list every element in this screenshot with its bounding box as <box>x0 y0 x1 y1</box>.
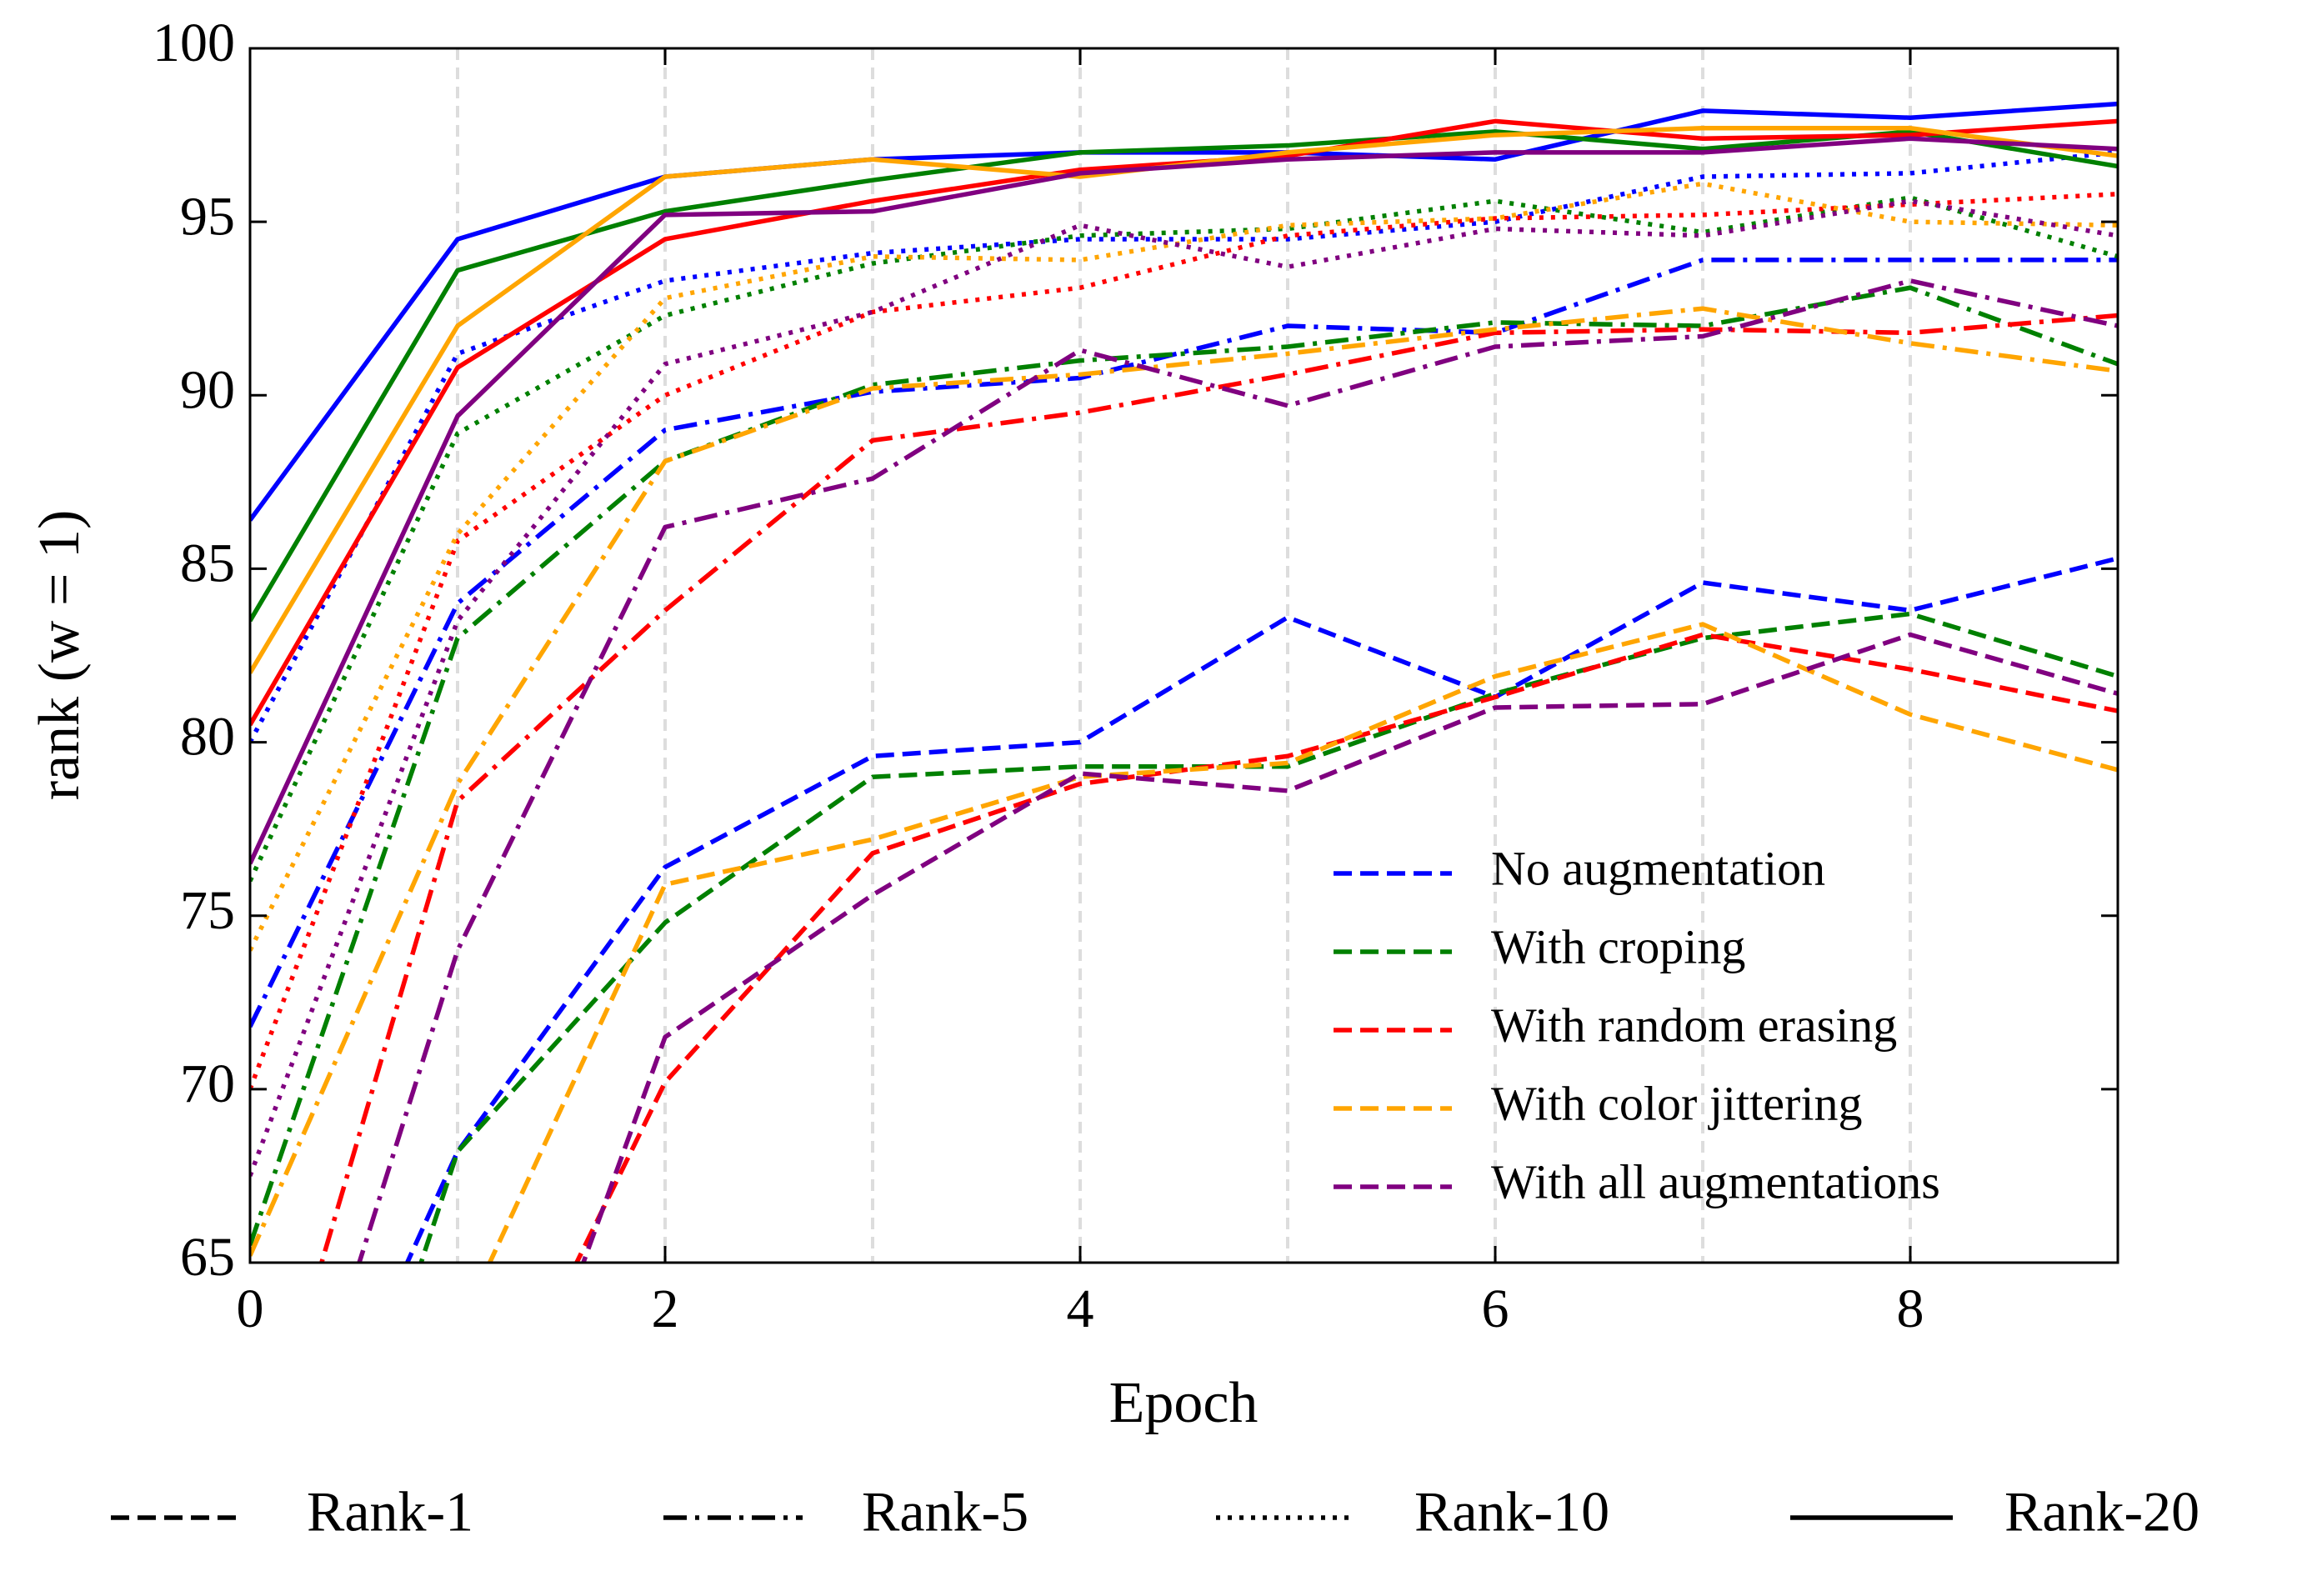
y-tick-label: 100 <box>153 13 235 73</box>
legend-label: Rank-10 <box>1414 1480 1609 1543</box>
legend: No augmentation With croping With random e… <box>1334 841 1940 1208</box>
y-tick-label: 80 <box>180 707 235 768</box>
legend-label: With color jittering <box>1491 1076 1862 1130</box>
series-line <box>250 258 2118 1028</box>
series-line <box>250 125 2118 674</box>
legend-label: Rank-5 <box>862 1480 1028 1543</box>
series-line <box>487 622 2118 1263</box>
grid <box>456 48 1912 1263</box>
series-line <box>250 285 2118 1247</box>
legend-label: With random erasing <box>1491 998 1897 1052</box>
x-tick-label: 0 <box>237 1278 264 1339</box>
series-line <box>250 192 2118 1090</box>
x-tick-label: 6 <box>1482 1278 1509 1339</box>
series-line <box>250 181 2118 952</box>
legend-label: With croping <box>1491 919 1745 973</box>
y-tick-label: 75 <box>180 880 235 941</box>
y-axis-label: rank (w = 1) <box>28 510 92 801</box>
x-tick-label: 8 <box>1897 1278 1924 1339</box>
series-line <box>357 278 2118 1263</box>
y-tick-label: 90 <box>180 359 235 420</box>
series-line <box>250 136 2118 865</box>
legend-label: Rank-1 <box>307 1480 473 1543</box>
legend-label: No augmentation <box>1491 841 1825 895</box>
series-line <box>250 306 2118 1257</box>
axes: 0 2 4 6 8 65 70 75 80 85 90 95 100 <box>153 13 2118 1339</box>
y-tick-label: 70 <box>180 1053 235 1114</box>
plot-lines <box>250 101 2118 1263</box>
legend-label: Rank-20 <box>2004 1480 2199 1543</box>
series-line <box>250 129 2118 623</box>
y-tick-label: 85 <box>180 533 235 594</box>
legend-label: With all augmentations <box>1491 1154 1940 1208</box>
y-tick-label: 95 <box>180 186 235 247</box>
series-line <box>250 150 2118 743</box>
x-tick-label: 4 <box>1067 1278 1094 1339</box>
series-line <box>250 101 2118 522</box>
y-tick-label: 65 <box>180 1227 235 1288</box>
line-style-legend: Rank-1 Rank-5 Rank-10 Rank-20 <box>111 1480 2199 1543</box>
x-tick-label: 2 <box>652 1278 679 1339</box>
plot-frame <box>248 47 2119 1264</box>
x-axis-label: Epoch <box>1109 1371 1259 1435</box>
series-line <box>250 118 2118 727</box>
series-line <box>318 313 2118 1263</box>
series-line <box>573 632 2118 1263</box>
series-line <box>404 556 2118 1263</box>
